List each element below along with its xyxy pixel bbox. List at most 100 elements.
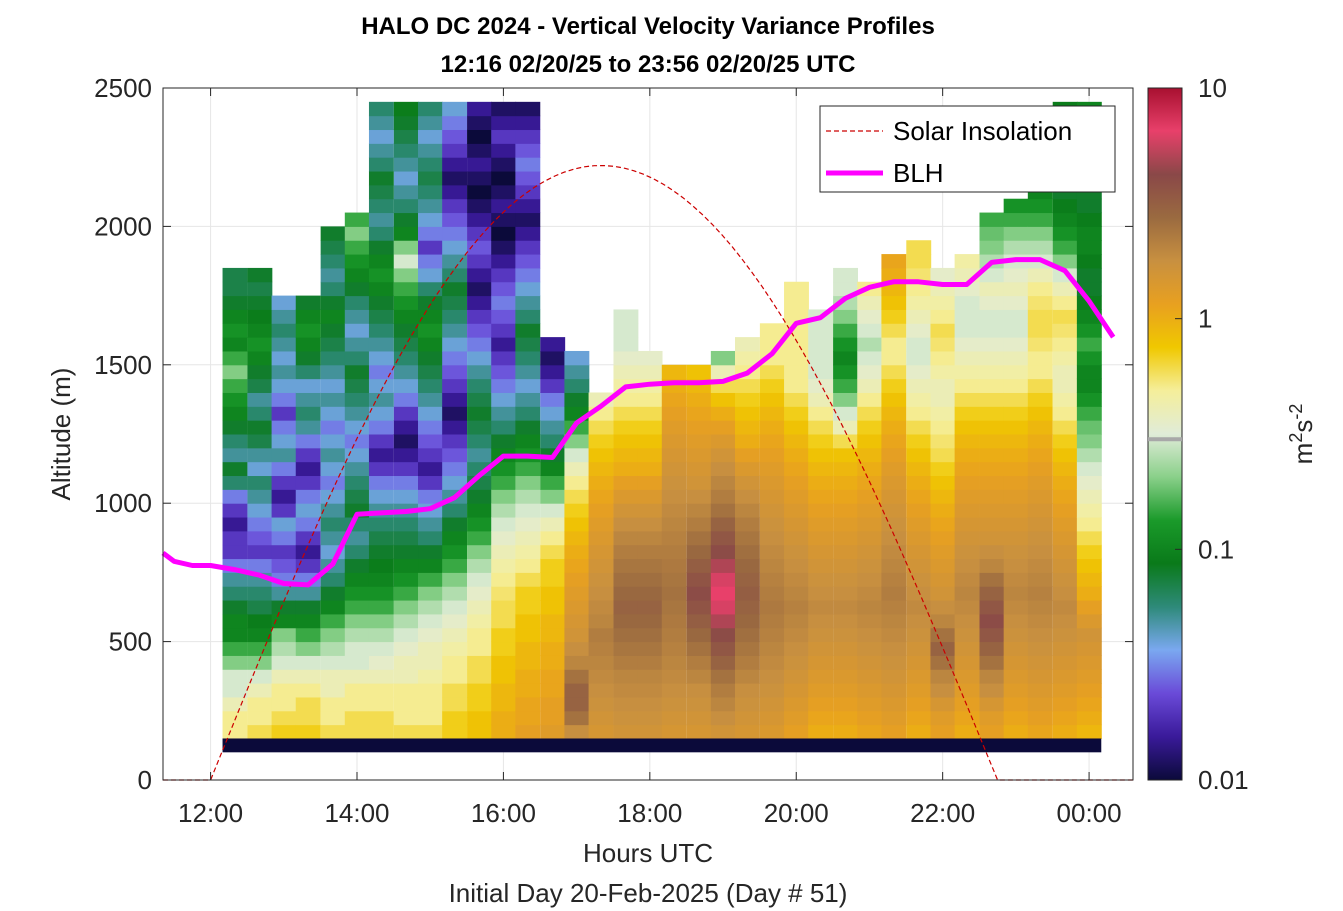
heatmap-cell xyxy=(881,600,907,615)
heatmap-cell xyxy=(734,655,760,670)
heatmap-cell xyxy=(271,683,297,698)
heatmap-cell xyxy=(320,461,346,477)
heatmap-cell xyxy=(808,392,834,407)
heatmap-cell xyxy=(418,115,443,131)
heatmap-cell xyxy=(686,641,712,656)
heatmap-cell xyxy=(881,254,907,269)
heatmap-cell xyxy=(491,267,517,283)
heatmap-cell xyxy=(734,461,760,477)
heatmap-cell xyxy=(564,627,590,643)
heatmap-cell xyxy=(393,226,419,241)
heatmap-cell xyxy=(442,572,468,587)
heatmap-cell xyxy=(1076,461,1102,477)
heatmap-cell xyxy=(491,489,517,504)
legend-solar-label: Solar Insolation xyxy=(893,116,1072,146)
heatmap-cell xyxy=(344,281,370,297)
heatmap-cell xyxy=(734,558,760,573)
heatmap-cell xyxy=(344,350,370,366)
heatmap-cell xyxy=(784,655,809,670)
heatmap-cell xyxy=(759,517,785,532)
heatmap-cell xyxy=(954,655,980,670)
heatmap-cell xyxy=(637,627,663,643)
heatmap-cell xyxy=(442,503,468,518)
heatmap-cell xyxy=(833,323,858,338)
heatmap-cell xyxy=(1076,337,1102,352)
heatmap-cell xyxy=(271,392,297,407)
heatmap-cell xyxy=(222,613,248,629)
heatmap-cell xyxy=(418,489,443,504)
heatmap-cell xyxy=(1076,724,1102,739)
heatmap-cell xyxy=(979,323,1005,338)
heatmap-cell xyxy=(247,434,273,449)
heatmap-cell xyxy=(368,392,394,407)
heatmap-cell xyxy=(320,309,346,324)
heatmap-cell xyxy=(1052,724,1078,739)
heatmap-cell xyxy=(344,544,370,560)
heatmap-cell xyxy=(442,517,468,532)
heatmap-cell xyxy=(368,323,394,338)
heatmap-cell xyxy=(368,544,394,560)
heatmap-cell xyxy=(515,378,541,393)
heatmap-cell xyxy=(1027,281,1053,297)
heatmap-cell xyxy=(613,530,639,546)
heatmap-cell xyxy=(686,655,712,670)
heatmap-cell xyxy=(344,475,370,490)
heatmap-cell xyxy=(881,489,907,504)
heatmap-cell xyxy=(857,683,883,698)
heatmap-cell xyxy=(393,171,419,186)
heatmap-cell xyxy=(222,655,248,670)
heatmap-cell xyxy=(734,724,760,739)
heatmap-cell xyxy=(222,669,248,684)
heatmap-cell xyxy=(759,669,785,684)
heatmap-cell xyxy=(393,613,419,629)
colorbar-ticks: 0.01 0.1 1 10 xyxy=(1175,73,1249,795)
heatmap-cell xyxy=(857,613,883,629)
heatmap-cell xyxy=(808,586,834,601)
heatmap-cell xyxy=(491,392,517,407)
heatmap-cell xyxy=(1052,420,1078,435)
heatmap-cell xyxy=(686,364,712,380)
heatmap-cell xyxy=(784,503,809,518)
heatmap-cell xyxy=(759,447,785,463)
colorbar-label: m2s-2 xyxy=(1286,404,1318,465)
heatmap-cell xyxy=(1052,392,1078,407)
heatmap-cell xyxy=(222,627,248,643)
heatmap-cell xyxy=(1003,309,1029,324)
heatmap-cell xyxy=(442,600,468,615)
heatmap-cell xyxy=(515,115,541,131)
heatmap-cell xyxy=(1027,392,1053,407)
heatmap-cell xyxy=(930,696,956,712)
heatmap-cell xyxy=(881,641,907,656)
heatmap-cell xyxy=(759,627,785,643)
heatmap-cell xyxy=(491,171,517,186)
heatmap-cell xyxy=(515,143,541,158)
heatmap-cell xyxy=(906,420,932,435)
legend-blh-label: BLH xyxy=(893,158,944,188)
heatmap-cell xyxy=(661,683,687,698)
heatmap-cell xyxy=(588,558,614,573)
heatmap-cell xyxy=(1052,337,1078,352)
heatmap-cell xyxy=(467,198,492,214)
heatmap-cell xyxy=(222,586,248,601)
heatmap-cell xyxy=(759,420,785,435)
heatmap-cell xyxy=(368,337,394,352)
heatmap-cell xyxy=(418,392,443,407)
heatmap-cell xyxy=(833,572,858,587)
heatmap-cell xyxy=(1052,503,1078,518)
heatmap-cell xyxy=(393,530,419,546)
heatmap-cell xyxy=(808,530,834,546)
heatmap-cell xyxy=(979,337,1005,352)
heatmap-cell xyxy=(1076,378,1102,393)
heatmap-cell xyxy=(906,558,932,573)
heatmap-cell xyxy=(344,530,370,546)
heatmap-cell xyxy=(418,544,443,560)
heatmap-cell xyxy=(418,101,443,117)
heatmap-cell xyxy=(467,447,492,463)
heatmap-cell xyxy=(710,364,736,380)
heatmap-cell xyxy=(954,447,980,463)
heatmap-cell xyxy=(515,226,541,241)
heatmap-cell xyxy=(247,544,273,560)
heatmap-cell xyxy=(442,530,468,546)
heatmap-cell xyxy=(564,683,590,698)
